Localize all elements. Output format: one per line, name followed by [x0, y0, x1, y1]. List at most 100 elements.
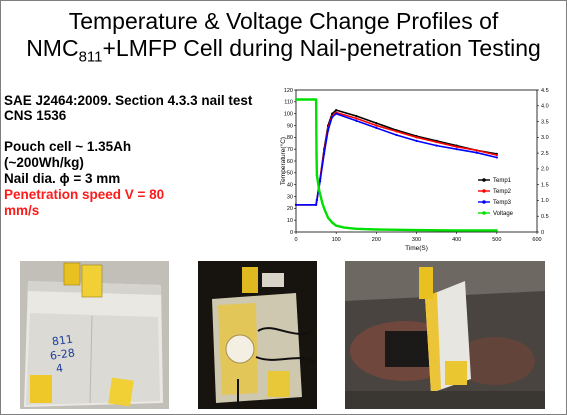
data-point-temp3 — [327, 129, 330, 132]
pouch-cell-image — [20, 261, 169, 409]
y-tick-label: 30 — [287, 194, 293, 200]
data-point-temp3 — [335, 112, 338, 115]
y2-tick-label: 4.5 — [541, 88, 549, 94]
y-tick-label: 20 — [287, 206, 293, 212]
title-rest: +LMFP Cell during Nail-penetration Testi… — [102, 35, 541, 61]
legend-label-temp2: Temp2 — [493, 189, 512, 195]
data-point-voltage — [321, 202, 324, 205]
data-point-temp2 — [435, 140, 438, 144]
x-tick-label: 300 — [412, 237, 421, 243]
standard-line2: CNS 1536 — [4, 108, 67, 123]
data-point-temp3 — [435, 144, 438, 147]
data-point-voltage — [316, 181, 320, 185]
pouch-cell-photo: 811 6-28 4 — [20, 261, 169, 409]
y2-tick-label: 0.5 — [541, 214, 549, 220]
data-point-temp2 — [395, 130, 398, 133]
wired-cell-image — [198, 261, 317, 409]
data-point-temp2 — [415, 136, 418, 139]
data-point-voltage — [323, 207, 326, 210]
data-point-voltage — [318, 189, 321, 193]
y2-tick-label: 2.5 — [541, 151, 549, 157]
data-point-temp3 — [475, 151, 478, 154]
data-point-temp3 — [455, 148, 458, 151]
legend-marker-temp1 — [482, 178, 486, 182]
data-point-temp3 — [315, 198, 318, 202]
y-tick-label: 10 — [287, 218, 293, 224]
penetration-speed-unit: mm/s — [4, 203, 40, 218]
data-point-temp1 — [331, 112, 334, 115]
x-tick-label: 600 — [532, 237, 541, 243]
legend-marker-temp2 — [482, 189, 486, 193]
data-point-voltage — [343, 226, 346, 229]
data-point-temp3 — [495, 156, 498, 159]
x-tick-label: 500 — [492, 237, 501, 243]
y-tick-label: 70 — [287, 147, 293, 153]
data-point-voltage — [335, 224, 338, 227]
x-axis-label: Time(S) — [405, 245, 428, 252]
data-point-temp1 — [335, 109, 338, 112]
x-tick-label: 100 — [332, 237, 341, 243]
data-point-voltage — [331, 221, 334, 224]
cell-energy-density: (~200Wh/kg) — [4, 155, 84, 170]
y2-tick-label: 0 — [541, 230, 544, 236]
y-tick-label: 60 — [287, 159, 293, 165]
data-point-temp3 — [294, 203, 298, 206]
penetration-speed: Penetration speed V = 80 — [4, 187, 165, 202]
legend-label-temp3: Temp3 — [493, 200, 512, 206]
legend-marker-temp3 — [482, 200, 486, 204]
data-point-voltage — [325, 211, 328, 215]
data-point-temp1 — [355, 114, 358, 118]
data-point-temp3 — [319, 180, 322, 183]
test-fixture-photo — [345, 261, 545, 409]
standard-line1: SAE J2464:2009. Section 4.3.3 nail test — [4, 93, 253, 108]
data-point-temp3 — [355, 119, 358, 122]
legend-label-temp1: Temp1 — [493, 178, 512, 184]
y-tick-label: 120 — [284, 88, 293, 94]
data-point-temp2 — [355, 117, 358, 120]
y2-tick-label: 3.0 — [541, 135, 549, 141]
data-point-temp2 — [475, 149, 478, 152]
data-point-temp1 — [375, 122, 378, 125]
x-tick-label: 400 — [452, 237, 461, 243]
y-tick-label: 0 — [290, 230, 293, 236]
data-point-voltage — [375, 228, 378, 231]
data-point-voltage — [314, 98, 318, 101]
y-tick-label: 80 — [287, 135, 293, 141]
y2-tick-label: 1.5 — [541, 182, 549, 188]
x-tick-label: 200 — [372, 237, 381, 243]
y2-tick-label: 2.0 — [541, 167, 549, 173]
data-point-temp2 — [455, 145, 458, 148]
cell-capacity: Pouch cell ~ 1.35Ah — [4, 139, 132, 154]
data-point-voltage — [319, 196, 323, 199]
data-point-temp3 — [395, 133, 398, 137]
data-point-temp2 — [375, 124, 378, 127]
legend-marker-voltage — [482, 211, 486, 215]
y-tick-label: 90 — [287, 123, 293, 129]
temperature-voltage-chart: 0 100 200 300 400 500 600010203040506070809010… — [280, 88, 549, 252]
data-point-temp3 — [375, 126, 378, 129]
title-subscript: 811 — [78, 48, 103, 66]
data-point-voltage — [315, 174, 318, 177]
legend-label-voltage: Voltage — [493, 211, 514, 217]
data-point-voltage — [315, 152, 318, 155]
x-tick-label: 0 — [294, 237, 297, 243]
y2-tick-label: 3.5 — [541, 119, 549, 125]
data-point-temp2 — [495, 153, 498, 157]
data-point-voltage — [294, 98, 298, 101]
y-axis-label: Temperature(°C) — [280, 137, 287, 185]
data-point-temp3 — [415, 139, 418, 142]
data-point-voltage — [355, 227, 358, 230]
test-fixture-image — [345, 261, 545, 409]
cell-label-3: 4 — [55, 361, 64, 376]
y-tick-label: 40 — [287, 182, 293, 188]
y-tick-label: 100 — [284, 111, 293, 117]
y2-tick-label: 4.0 — [541, 104, 549, 110]
data-point-voltage — [327, 216, 330, 219]
y2-tick-label: 1.0 — [541, 198, 549, 204]
data-point-temp3 — [314, 203, 318, 206]
data-point-temp3 — [331, 116, 334, 119]
y-tick-label: 110 — [284, 100, 293, 106]
data-point-voltage — [415, 229, 418, 232]
title-nmc: NMC — [26, 35, 79, 61]
y-tick-label: 50 — [287, 171, 293, 177]
